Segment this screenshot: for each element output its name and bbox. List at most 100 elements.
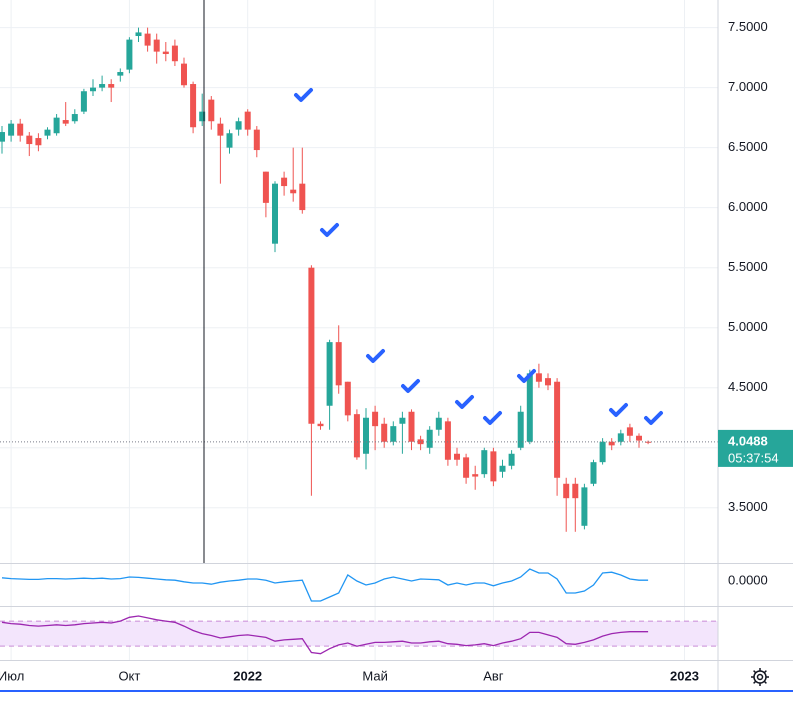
candle-body	[8, 123, 15, 136]
band-fill	[0, 621, 718, 647]
x-tick-label: Окт	[118, 668, 140, 683]
candle-body	[90, 87, 96, 92]
label-layer: Июл Окт 2022 Май Авг 2023 7.5000 7.0000 6.5000 6.…	[0, 19, 793, 683]
candle-body	[162, 51, 169, 55]
candle-body	[235, 121, 242, 130]
candle-body	[599, 441, 606, 463]
candle-body	[217, 123, 224, 136]
settings-icon[interactable]	[751, 668, 769, 686]
candle-body	[381, 423, 388, 442]
candle-body	[317, 423, 324, 427]
candle-body	[171, 45, 178, 62]
candle-body	[472, 474, 479, 477]
candle-body	[326, 342, 333, 406]
candle-body	[481, 450, 488, 475]
candle-body	[590, 462, 597, 484]
candle-body	[390, 426, 397, 442]
y-tick-label: 6.5000	[728, 139, 768, 154]
candle-body	[299, 183, 306, 211]
check-marks	[294, 88, 663, 425]
candle-body	[190, 84, 197, 128]
candle-body	[126, 39, 133, 70]
candle-body	[581, 487, 588, 526]
candle-body	[563, 483, 570, 499]
y-tick-label: 4.5000	[728, 379, 768, 394]
candle-body	[144, 33, 151, 46]
candle-body	[0, 132, 5, 142]
candle-body	[435, 417, 442, 430]
candle-body	[572, 483, 579, 499]
candle-body	[262, 171, 269, 203]
last-price-label: 4.0488	[728, 433, 768, 448]
candle-body	[608, 441, 615, 446]
candle-body	[281, 177, 288, 187]
candle-body	[272, 183, 278, 244]
candle-body	[17, 123, 24, 136]
check-mark	[455, 395, 474, 409]
candle-body	[372, 411, 379, 427]
indicator-line	[1, 615, 649, 655]
candle-body	[490, 451, 497, 482]
x-tick-label: Авг	[483, 668, 504, 683]
last-price-box	[718, 429, 793, 467]
y-tick-label: 6.0000	[728, 199, 768, 214]
y-tick-label: 7.0000	[728, 79, 768, 94]
candle-body	[636, 435, 642, 441]
x-tick-label: 2022	[233, 668, 262, 683]
candle-body	[517, 411, 524, 448]
indicator-line	[1, 568, 649, 602]
candle-body	[244, 111, 251, 130]
candle-body	[526, 373, 533, 442]
check-mark	[644, 411, 663, 425]
candle-body	[208, 99, 215, 122]
check-mark	[320, 223, 339, 237]
candle-body	[353, 414, 360, 458]
y-tick-label: 5.0000	[728, 319, 768, 334]
candle-body	[44, 129, 51, 136]
x-tick-label: Июл	[0, 668, 24, 683]
candle-body	[253, 129, 260, 151]
candle-body	[399, 417, 406, 424]
gear-hub	[756, 673, 764, 681]
candle-body	[226, 133, 233, 148]
check-mark	[609, 403, 628, 417]
candle-body	[135, 32, 142, 37]
candle-body	[444, 421, 451, 460]
candle-body	[545, 378, 551, 386]
x-tick-label: 2023	[670, 668, 699, 683]
candle-body	[363, 417, 369, 454]
y-tick-label: 5.5000	[728, 259, 768, 274]
gear-teeth	[751, 668, 769, 686]
candle-body	[408, 411, 415, 442]
candle-body	[108, 84, 115, 88]
candle-body	[181, 63, 187, 86]
candle-body	[344, 381, 351, 416]
candle-body	[80, 91, 87, 112]
candle-body	[335, 342, 342, 386]
y-tick-label: 0.0000	[728, 572, 768, 587]
candle-body	[35, 138, 42, 146]
y-tick-label: 7.5000	[728, 19, 768, 34]
check-mark	[294, 88, 313, 102]
y-tick-label: 3.5000	[728, 499, 768, 514]
candle-body	[153, 39, 160, 52]
candle-body	[290, 189, 297, 194]
candle-body	[626, 427, 633, 436]
candle-body	[26, 135, 33, 145]
candle-body	[117, 72, 124, 76]
countdown-label: 05:37:54	[728, 450, 779, 465]
candle-body	[535, 373, 542, 382]
candle-body	[308, 267, 315, 424]
check-mark	[401, 379, 420, 393]
candle-body	[499, 465, 506, 472]
candle-body	[454, 453, 460, 460]
candle-body	[53, 117, 60, 134]
candle-body	[617, 433, 624, 442]
candle-body	[426, 429, 433, 448]
check-mark	[366, 349, 385, 363]
grid-layer	[0, 0, 718, 660]
candle-body	[199, 111, 206, 122]
x-tick-label: Май	[362, 668, 387, 683]
mark-layer	[0, 27, 718, 655]
